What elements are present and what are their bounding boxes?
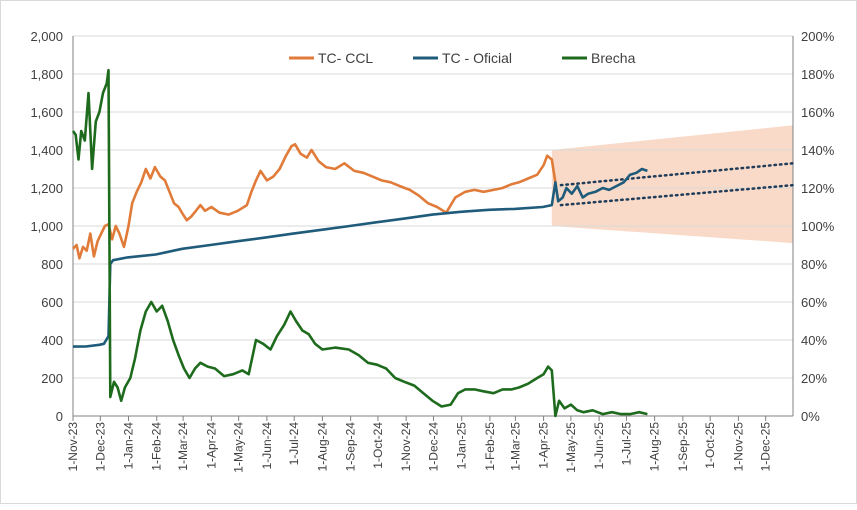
x-tick-label: 1-Aug-25	[648, 422, 662, 472]
legend-label-oficial: TC - Oficial	[442, 50, 512, 66]
y-right-tick-label: 140%	[801, 143, 835, 158]
series-ccl-line	[72, 143, 557, 260]
y-right-tick-label: 100%	[801, 219, 835, 234]
x-tick-label: 1-Nov-24	[399, 422, 413, 472]
y-left-tick-label: 600	[41, 295, 63, 310]
x-tick-label: 1-Apr-25	[537, 422, 551, 469]
legend-label-ccl: TC- CCL	[318, 50, 373, 66]
projection-band	[551, 125, 793, 244]
y-left-tick-label: 1,400	[30, 143, 63, 158]
y-left-tick-label: 1,800	[30, 67, 63, 82]
x-tick-label: 1-Jul-25	[619, 422, 633, 466]
x-tick-label: 1-Dec-23	[93, 422, 107, 472]
series-brecha-line	[71, 68, 648, 418]
x-tick-label: 1-Oct-25	[703, 422, 717, 469]
x-tick-label: 1-Jun-25	[592, 422, 606, 470]
trend-line	[559, 183, 795, 207]
y-right-tick-label: 160%	[801, 105, 835, 120]
x-tick-label: 1-May-24	[232, 422, 246, 473]
x-tick-label: 1-Oct-24	[371, 422, 385, 469]
y-right-tick-label: 80%	[801, 257, 827, 272]
y-left-tick-label: 1,200	[30, 181, 63, 196]
y-left-tick-label: 1,600	[30, 105, 63, 120]
x-tick-label: 1-Jul-24	[287, 422, 301, 466]
legend: TC- CCL TC - Oficial Brecha	[289, 50, 636, 66]
x-tick-label: 1-May-25	[564, 422, 578, 473]
band-layer	[551, 125, 793, 244]
y-left-tick-label: 400	[41, 333, 63, 348]
y-left-tick-label: 1,000	[30, 219, 63, 234]
y-right-tick-label: 200%	[801, 29, 835, 44]
y-right-tick-label: 40%	[801, 333, 827, 348]
y-left-tick-label: 0	[56, 409, 63, 424]
y-left-tick-label: 2,000	[30, 29, 63, 44]
x-tick-label: 1-Nov-25	[731, 422, 745, 472]
series-oficial-line	[72, 167, 648, 348]
y-right-tick-label: 120%	[801, 181, 835, 196]
y-right-tick-label: 180%	[801, 67, 835, 82]
x-tick-label: 1-Mar-24	[176, 422, 190, 471]
x-tick-label: 1-Dec-25	[759, 422, 773, 472]
x-tick-label: 1-Feb-25	[483, 422, 497, 471]
y-left-tick-label: 200	[41, 371, 63, 386]
axes-layer: 0 0% 200 20% 400 40% 600 60% 800 80% 1,000 100% 1,20…	[30, 29, 834, 473]
y-right-tick-label: 20%	[801, 371, 827, 386]
x-tick-label: 1-Feb-24	[150, 422, 164, 471]
series-layer	[71, 68, 795, 418]
x-tick-label: 1-Sep-25	[676, 422, 690, 472]
grid-layer	[73, 35, 793, 417]
y-right-tick-label: 60%	[801, 295, 827, 310]
x-tick-label: 1-Mar-25	[508, 422, 522, 471]
x-tick-label: 1-Sep-24	[344, 422, 358, 472]
y-left-tick-label: 800	[41, 257, 63, 272]
x-tick-label: 1-Jun-24	[260, 422, 274, 470]
x-tick-label: 1-Aug-24	[315, 422, 329, 472]
legend-label-brecha: Brecha	[591, 50, 636, 66]
x-tick-label: 1-Jan-25	[455, 422, 469, 470]
x-tick-label: 1-Nov-23	[66, 422, 80, 472]
x-tick-label: 1-Jan-24	[122, 422, 136, 470]
x-tick-label: 1-Dec-24	[426, 422, 440, 472]
x-tick-label: 1-Apr-24	[204, 422, 218, 469]
y-right-tick-label: 0%	[801, 409, 820, 424]
trend-line	[559, 162, 795, 187]
